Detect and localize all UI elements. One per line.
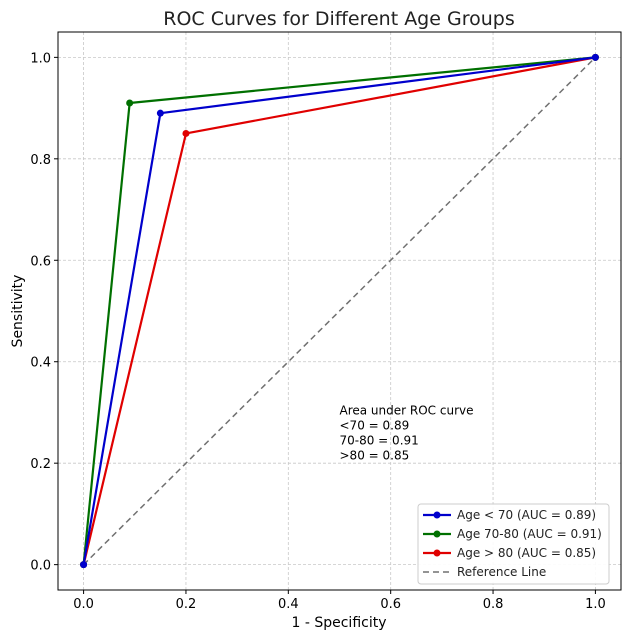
y-tick-label: 0.2 [30, 457, 51, 472]
x-axis-label: 1 - Specificity [291, 615, 386, 631]
data-point [591, 53, 599, 61]
legend-marker [433, 511, 441, 519]
y-axis-label: Sensitivity [10, 275, 26, 348]
y-tick-label: 1.0 [30, 51, 51, 66]
legend-marker [433, 549, 441, 557]
data-point [126, 99, 134, 107]
y-tick-label: 0.4 [30, 356, 51, 371]
y-tick-label: 0.0 [30, 559, 51, 574]
legend-label: Reference Line [457, 565, 546, 579]
annotation-line: Area under ROC curve [340, 404, 474, 418]
data-point [182, 129, 190, 137]
y-tick-label: 0.6 [30, 254, 51, 269]
x-tick-label: 0.2 [176, 597, 197, 612]
data-point [156, 109, 164, 117]
x-tick-label: 0.8 [483, 597, 504, 612]
legend-marker [433, 530, 441, 538]
plot-frame [57, 31, 622, 591]
grid-lines [58, 32, 621, 590]
chart-title: ROC Curves for Different Age Groups [163, 8, 514, 30]
annotation-line: 70-80 = 0.91 [340, 434, 419, 448]
legend-label: Age 70-80 (AUC = 0.91) [457, 527, 602, 541]
x-tick-label: 0.4 [278, 597, 299, 612]
series-line [83, 56, 596, 566]
axis-ticks: 0.0 0.2 0.4 0.6 0.8 1.0 0.0 0.2 0.4 0.6 0.8 1.0 [30, 51, 605, 612]
x-tick-label: 0.6 [380, 597, 401, 612]
x-tick-label: 1.0 [585, 597, 606, 612]
series-lines [80, 53, 599, 569]
legend-label: Age < 70 (AUC = 0.89) [457, 508, 596, 522]
legend-label: Age > 80 (AUC = 0.85) [457, 546, 596, 560]
legend-box [417, 503, 610, 585]
legend: Age < 70 (AUC = 0.89) Age 70-80 (AUC = 0.… [417, 503, 610, 585]
annotation-line: <70 = 0.89 [340, 419, 410, 433]
x-tick-label: 0.0 [73, 597, 94, 612]
annotation-line: >80 = 0.85 [340, 449, 410, 463]
y-tick-label: 0.8 [30, 153, 51, 168]
data-point [80, 561, 88, 569]
